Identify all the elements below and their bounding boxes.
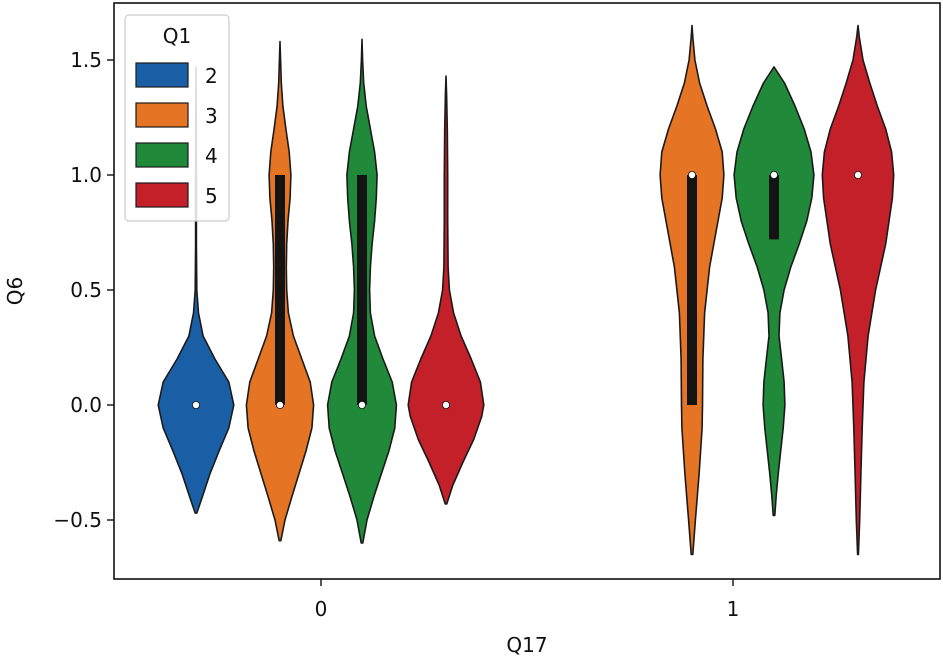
y-tick-label: 1.5 bbox=[70, 48, 102, 72]
x-tick-label: 0 bbox=[315, 597, 328, 621]
legend-title: Q1 bbox=[163, 24, 191, 48]
violin-median-point bbox=[688, 170, 697, 179]
violin-median-point bbox=[191, 400, 200, 409]
legend-swatch-3 bbox=[135, 102, 189, 128]
violin-iqr-box bbox=[357, 175, 367, 405]
violin-iqr-box bbox=[275, 175, 285, 405]
y-tick-label: −0.5 bbox=[53, 508, 102, 532]
y-axis-label: Q6 bbox=[3, 277, 27, 305]
violin-5-q17-1 bbox=[821, 24, 895, 556]
violin-iqr-box bbox=[769, 175, 779, 240]
legend-label-3: 3 bbox=[205, 104, 218, 128]
violin-5-q17-0 bbox=[407, 75, 485, 505]
legend-label-2: 2 bbox=[205, 64, 218, 88]
y-tick-label: 0.5 bbox=[70, 278, 102, 302]
legend-entries: 2 3 4 5 bbox=[135, 62, 218, 208]
legend-swatch-4 bbox=[135, 142, 189, 168]
plot-layer bbox=[157, 24, 895, 556]
y-tick-label: 0.0 bbox=[70, 393, 102, 417]
violin-median-point bbox=[770, 170, 779, 179]
violin-median-point bbox=[441, 400, 450, 409]
y-tick-label: 1.0 bbox=[70, 163, 102, 187]
x-axis-label: Q17 bbox=[506, 633, 547, 657]
violin-median-point bbox=[275, 400, 284, 409]
violin-median-point bbox=[854, 170, 863, 179]
legend: Q1 2 3 4 5 bbox=[124, 14, 230, 222]
violin-4-q17-1 bbox=[733, 66, 815, 517]
legend-swatch-5 bbox=[135, 182, 189, 208]
legend-label-5: 5 bbox=[205, 184, 218, 208]
violin-median-point bbox=[357, 400, 366, 409]
axis-layer: −0.5 0.0 0.5 1.0 1.5 0 1 bbox=[53, 48, 739, 621]
x-tick-label: 1 bbox=[727, 597, 740, 621]
violin-iqr-box bbox=[687, 175, 697, 405]
plot-frame bbox=[113, 2, 941, 580]
legend-label-4: 4 bbox=[205, 144, 218, 168]
legend-swatch-2 bbox=[135, 62, 189, 88]
